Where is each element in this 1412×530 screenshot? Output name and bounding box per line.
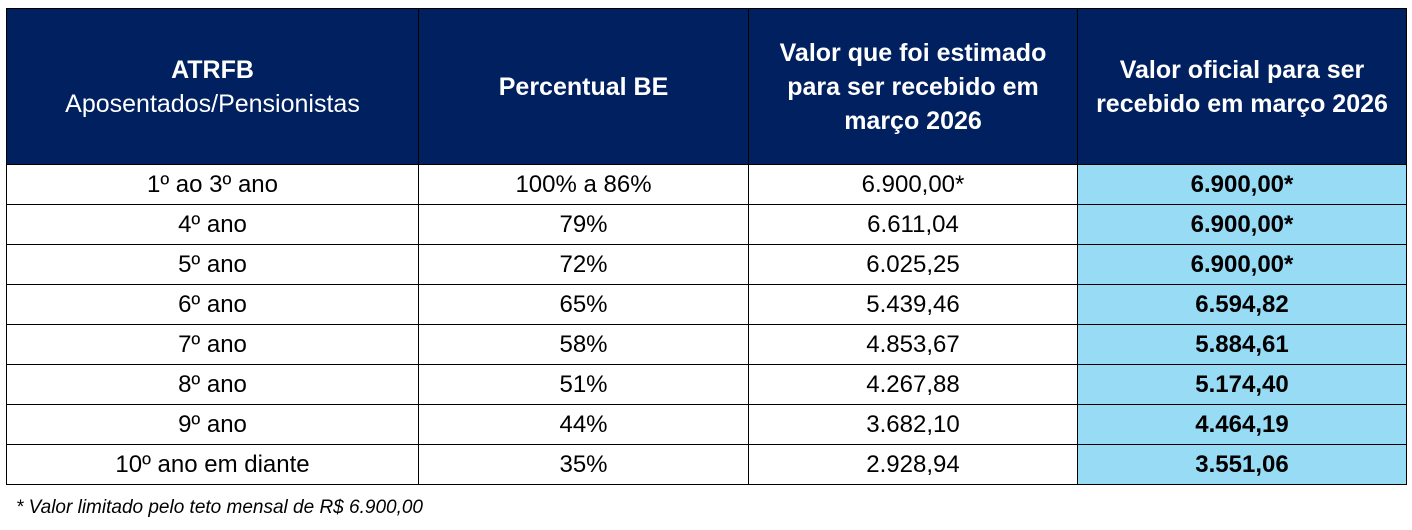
benefit-table: ATRFB Aposentados/Pensionistas Percentual … [6, 8, 1407, 485]
table-cell: 10º ano em diante [6, 444, 419, 485]
table-cell: 79% [418, 204, 749, 245]
table-cell: 7º ano [6, 324, 419, 365]
header-cell: ATRFB Aposentados/Pensionistas [6, 8, 419, 165]
table-row: 7º ano 58% 4.853,67 5.884,61 [6, 324, 1407, 365]
table-cell: 72% [418, 244, 749, 285]
header-title: ATRFB [171, 55, 254, 84]
table-row: 1º ao 3º ano 100% a 86% 6.900,00* 6.900,00* [6, 164, 1407, 205]
header-title: Percentual BE [498, 72, 669, 101]
table-row: 6º ano 65% 5.439,46 6.594,82 [6, 284, 1407, 325]
table-cell: 35% [418, 444, 749, 485]
header-cell: Valor que foi estimado para ser recebido… [748, 8, 1078, 165]
official-value-cell: 6.900,00* [1077, 244, 1407, 285]
table-cell: 5º ano [6, 244, 419, 285]
table-row: 9º ano 44% 3.682,10 4.464,19 [6, 404, 1407, 445]
official-value-cell: 6.594,82 [1077, 284, 1407, 325]
official-value-cell: 5.174,40 [1077, 364, 1407, 405]
table-body: 1º ao 3º ano 100% a 86% 6.900,00* 6.900,00*… [6, 164, 1407, 485]
table-cell: 100% a 86% [418, 164, 749, 205]
table-cell: 44% [418, 404, 749, 445]
table-row: 5º ano 72% 6.025,25 6.900,00* [6, 244, 1407, 285]
table-row: 8º ano 51% 4.267,88 5.174,40 [6, 364, 1407, 405]
table-cell: 8º ano [6, 364, 419, 405]
header-subtitle: Aposentados/Pensionistas [65, 89, 360, 118]
table-row: 4º ano 79% 6.611,04 6.900,00* [6, 204, 1407, 245]
table-cell: 65% [418, 284, 749, 325]
table-cell: 6.025,25 [748, 244, 1078, 285]
official-value-cell: 6.900,00* [1077, 204, 1407, 245]
table-cell: 4.853,67 [748, 324, 1078, 365]
official-value-cell: 6.900,00* [1077, 164, 1407, 205]
header-title: Valor que foi estimado para ser recebido… [779, 38, 1047, 135]
table-cell: 5.439,46 [748, 284, 1078, 325]
header-cell: Valor oficial para ser recebido em março… [1077, 8, 1407, 165]
footnote: * Valor limitado pelo teto mensal de R$ … [16, 497, 423, 518]
table-cell: 58% [418, 324, 749, 365]
table-cell: 1º ao 3º ano [6, 164, 419, 205]
table-cell: 2.928,94 [748, 444, 1078, 485]
official-value-cell: 4.464,19 [1077, 404, 1407, 445]
table-cell: 51% [418, 364, 749, 405]
table-cell: 3.682,10 [748, 404, 1078, 445]
header-cell: Percentual BE [418, 8, 749, 165]
table-cell: 6.900,00* [748, 164, 1078, 205]
table-cell: 6.611,04 [748, 204, 1078, 245]
header-title: Valor oficial para ser recebido em março… [1096, 55, 1388, 118]
official-value-cell: 5.884,61 [1077, 324, 1407, 365]
header-row: ATRFB Aposentados/Pensionistas Percentual … [6, 8, 1407, 165]
table-cell: 4º ano [6, 204, 419, 245]
table-cell: 9º ano [6, 404, 419, 445]
table-cell: 4.267,88 [748, 364, 1078, 405]
table-row: 10º ano em diante 35% 2.928,94 3.551,06 [6, 444, 1407, 485]
table-cell: 6º ano [6, 284, 419, 325]
official-value-cell: 3.551,06 [1077, 444, 1407, 485]
